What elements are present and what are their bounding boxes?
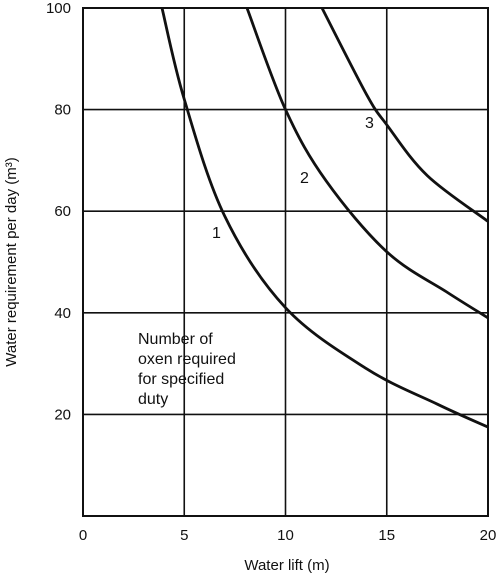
grid-lines: [83, 8, 488, 516]
y-tick-label: 80: [54, 102, 71, 119]
y-tick-label: 100: [46, 0, 71, 17]
annotation-line: duty: [138, 391, 168, 408]
y-tick-label: 40: [54, 305, 71, 322]
curve-label: 2: [300, 170, 309, 187]
y-axis-title: Water requirement per day (m³): [3, 157, 20, 367]
x-tick-label: 15: [378, 527, 395, 544]
annotation-line: Number of: [138, 331, 213, 348]
annotation-line: for specified: [138, 371, 224, 388]
curves: [160, 7, 489, 429]
x-tick-label: 0: [79, 527, 87, 544]
x-tick-labels: 0 5 10 15 20: [79, 527, 497, 544]
curve-label: 3: [365, 115, 374, 132]
x-tick-label: 20: [480, 527, 497, 544]
annotation-line: oxen required: [138, 351, 236, 368]
plot-frame: [82, 7, 489, 517]
curve-oxen-2: [245, 7, 489, 320]
curve-oxen-1: [160, 7, 489, 429]
y-tick-labels: 20 40 60 80 100: [46, 0, 71, 423]
annotation-note: Number of oxen required for specified du…: [138, 331, 236, 408]
x-axis-title: Water lift (m): [244, 557, 329, 574]
y-tick-label: 20: [54, 406, 71, 423]
curve-oxen-3: [320, 7, 489, 223]
y-tick-label: 60: [54, 203, 71, 220]
curve-labels: 1 2 3: [212, 115, 374, 242]
x-tick-label: 10: [277, 527, 294, 544]
curve-label: 1: [212, 225, 221, 242]
x-tick-label: 5: [180, 527, 188, 544]
